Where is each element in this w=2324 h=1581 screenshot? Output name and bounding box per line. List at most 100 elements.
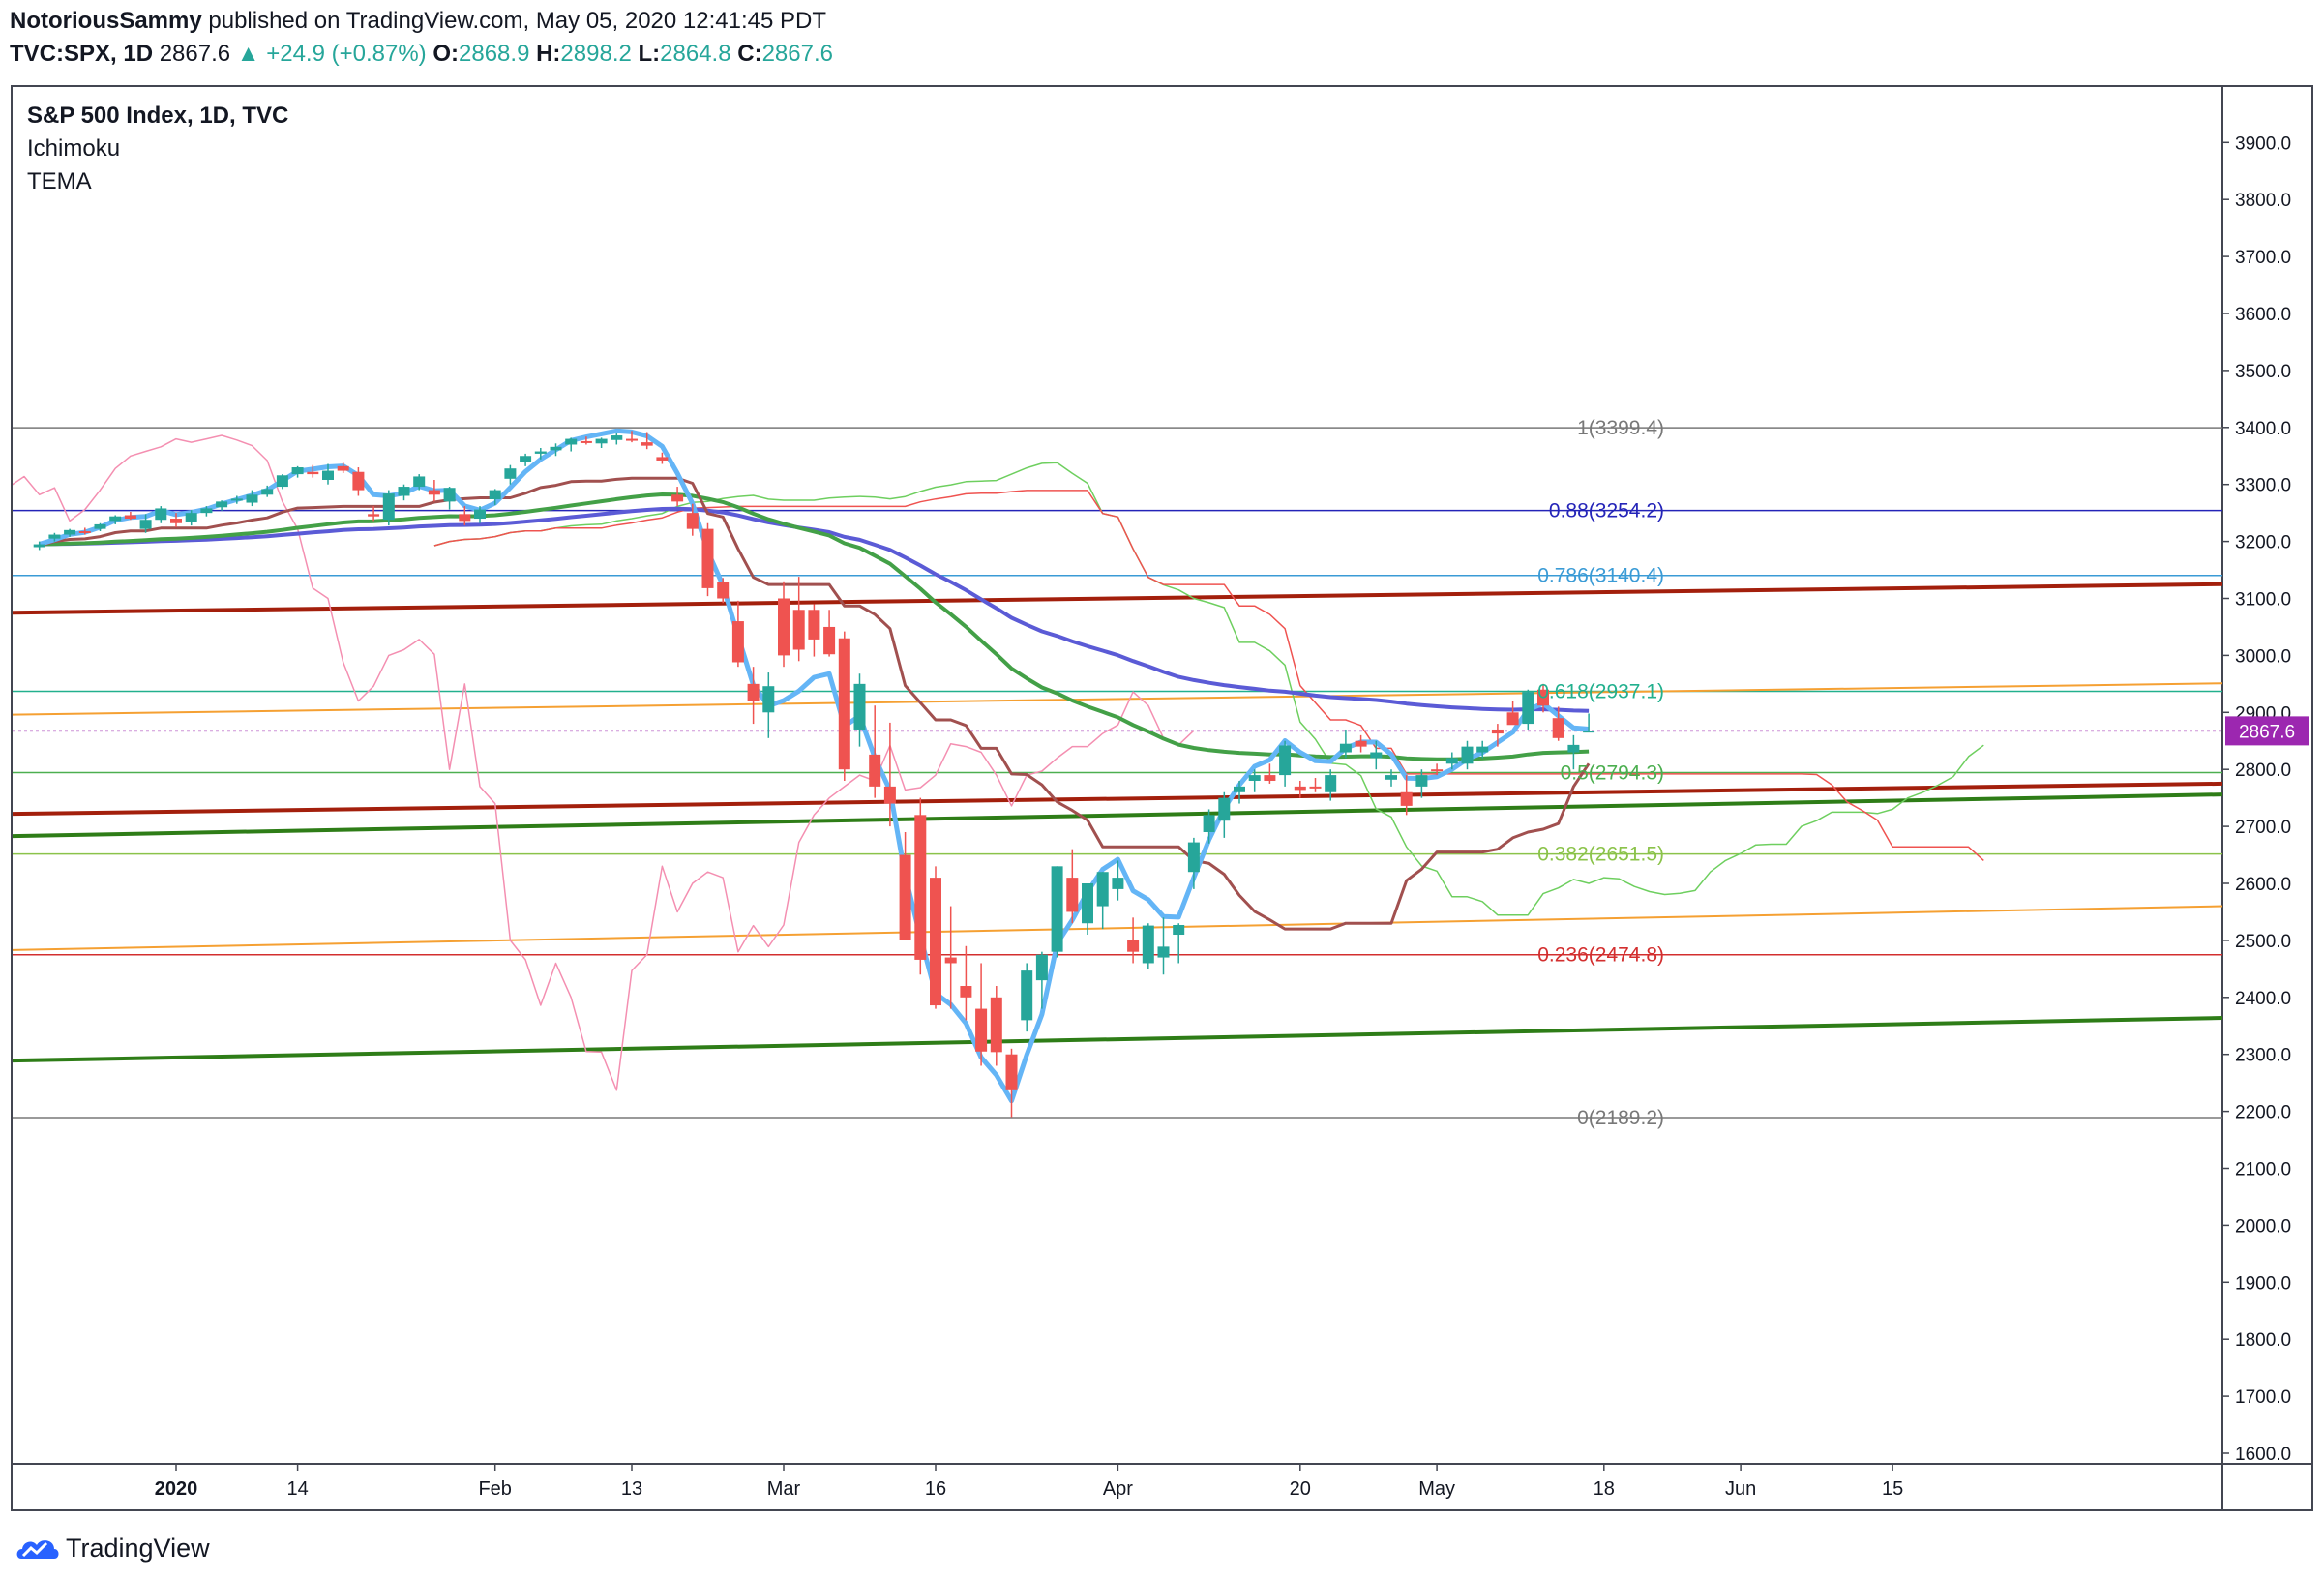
last-price-tag: 2867.6 xyxy=(2225,716,2309,746)
y-tick-label: 3800.0 xyxy=(2235,191,2291,211)
x-tick-label: Apr xyxy=(1103,1478,1133,1500)
candle-body xyxy=(109,516,122,522)
candle-body xyxy=(185,513,197,522)
candle-body xyxy=(671,494,684,502)
candle-body xyxy=(626,438,638,441)
candle-body xyxy=(200,508,213,514)
y-tick-label: 1900.0 xyxy=(2235,1273,2291,1294)
candle-body xyxy=(216,501,228,508)
candle-body xyxy=(1142,925,1154,964)
candle-body xyxy=(1066,878,1079,912)
candle-body xyxy=(94,523,106,529)
candle-body xyxy=(382,493,395,521)
ichimoku-lagging-line xyxy=(13,434,1195,1091)
y-tick-label: 2700.0 xyxy=(2235,818,2291,838)
fib-level-label: 0.786(3140.4) xyxy=(1537,565,1664,587)
y-tick-label: 3300.0 xyxy=(2235,476,2291,496)
candle-body xyxy=(1567,744,1580,753)
change-arrow-icon: ▲ xyxy=(236,41,260,67)
candle-body xyxy=(960,986,972,998)
fib-level-label: 0.5(2794.3) xyxy=(1561,762,1664,785)
high-value: 2898.2 xyxy=(560,41,632,67)
ichimoku-kijun-line xyxy=(39,476,1591,931)
candlestick-series xyxy=(33,431,1595,1118)
y-tick-label: 2300.0 xyxy=(2235,1046,2291,1066)
candle-body xyxy=(291,467,304,475)
y-tick-label: 3100.0 xyxy=(2235,590,2291,611)
candle-body xyxy=(48,534,61,539)
candle-body xyxy=(930,878,941,1006)
candle-body xyxy=(64,529,76,535)
candle-body xyxy=(337,465,349,471)
candle-body xyxy=(1583,731,1595,733)
high-label: H: xyxy=(536,41,561,67)
x-tick-label: 14 xyxy=(286,1478,308,1500)
x-tick-label: Mar xyxy=(767,1478,801,1500)
fib-level-label: 0.618(2937.1) xyxy=(1537,680,1664,702)
candle-body xyxy=(1218,797,1231,821)
candle-body xyxy=(261,489,274,495)
candle-body xyxy=(580,440,592,443)
chart-title[interactable]: S&P 500 Index, 1D, TVC xyxy=(27,103,289,129)
y-tick-label: 1600.0 xyxy=(2235,1445,2291,1465)
fibonacci-labels: 1(3399.4) 0.88(3254.2) 0.786(3140.4) 0.618(… xyxy=(1537,417,1664,1129)
candle-body xyxy=(520,456,532,462)
y-tick-label: 3400.0 xyxy=(2235,419,2291,439)
y-tick-label: 2400.0 xyxy=(2235,989,2291,1009)
author-name[interactable]: NotoriousSammy xyxy=(10,8,202,34)
candle-body xyxy=(352,471,365,491)
y-tick-label: 2100.0 xyxy=(2235,1160,2291,1180)
candle-body xyxy=(1112,878,1124,889)
low-value: 2864.8 xyxy=(660,41,731,67)
trendline-orange-lower xyxy=(13,905,2222,951)
candle-body xyxy=(1431,769,1444,772)
tradingview-branding[interactable]: TradingView xyxy=(14,1529,210,1567)
candle-body xyxy=(565,438,578,445)
candle-body xyxy=(701,528,714,588)
candle-body xyxy=(550,446,562,451)
candle-body xyxy=(1370,752,1383,759)
candle-body xyxy=(1445,758,1458,764)
candle-body xyxy=(1187,842,1200,873)
x-tick-label: 15 xyxy=(1882,1478,1903,1500)
tradingview-cloud-icon xyxy=(16,1540,59,1559)
candle-body xyxy=(1035,954,1048,981)
candle-body xyxy=(853,683,866,730)
y-tick-label: 1800.0 xyxy=(2235,1330,2291,1351)
indicator-tema-label[interactable]: TEMA xyxy=(27,168,92,194)
candle-body xyxy=(1400,791,1413,806)
candle-body xyxy=(1415,775,1428,787)
candle-body xyxy=(1339,743,1352,753)
y-tick-label: 2600.0 xyxy=(2235,875,2291,895)
candle-body xyxy=(1355,740,1367,747)
trendline-green-lower xyxy=(13,1016,2222,1063)
candle-body xyxy=(914,815,927,960)
y-tick-label: 2500.0 xyxy=(2235,932,2291,952)
candle-body xyxy=(1005,1054,1018,1090)
candle-body xyxy=(459,514,471,522)
candle-body xyxy=(1537,689,1549,706)
brand-name: TradingView xyxy=(66,1533,210,1563)
candle-body xyxy=(747,683,760,701)
candle-body xyxy=(322,470,334,480)
indicator-ichimoku-label[interactable]: Ichimoku xyxy=(27,135,121,162)
symbol-info: TVC:SPX, 1D 2867.6 ▲ +24.9 (+0.87%) O:28… xyxy=(10,41,833,68)
fib-level-label: 0.88(3254.2) xyxy=(1549,500,1664,522)
x-tick-label: Jun xyxy=(1725,1478,1756,1500)
candle-body xyxy=(944,957,957,964)
candle-body xyxy=(1021,970,1033,1021)
candle-body xyxy=(78,530,91,533)
candle-body xyxy=(307,471,319,475)
publish-info: NotoriousSammy published on TradingView.… xyxy=(10,8,826,35)
x-tick-label: 20 xyxy=(1290,1478,1311,1500)
y-tick-label: 2000.0 xyxy=(2235,1216,2291,1237)
last-price-tag-label: 2867.6 xyxy=(2239,722,2295,742)
candle-body xyxy=(611,435,623,440)
candle-body xyxy=(731,621,744,663)
change-value: +24.9 (+0.87%) xyxy=(266,41,427,67)
candle-body xyxy=(778,598,790,656)
y-tick-label: 2200.0 xyxy=(2235,1103,2291,1123)
ichimoku-span-a-line xyxy=(433,462,1984,916)
candle-body xyxy=(1522,692,1534,725)
